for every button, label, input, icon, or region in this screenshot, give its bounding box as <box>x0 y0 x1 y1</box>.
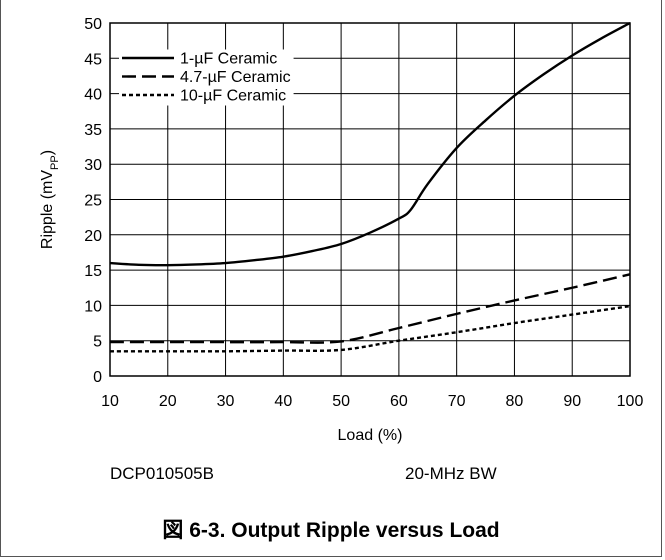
x-tick-label: 20 <box>159 393 177 410</box>
legend-label-2: 4.7-µF Ceramic <box>180 69 291 86</box>
device-note: DCP010505B <box>110 464 214 483</box>
y-tick-label: 40 <box>84 87 102 104</box>
x-axis-label: Load (%) <box>338 427 403 444</box>
y-axis-label: Ripple (mVPP) <box>39 150 61 249</box>
x-tick-label: 100 <box>617 393 644 410</box>
legend-label-1: 1-µF Ceramic <box>180 51 277 68</box>
y-tick-label: 45 <box>84 51 102 68</box>
x-tick-label: 70 <box>448 393 466 410</box>
y-tick-label: 10 <box>84 298 102 315</box>
x-tick-label: 30 <box>217 393 235 410</box>
series-line-1 <box>109 21 631 267</box>
x-tick-label: 80 <box>506 393 524 410</box>
y-tick-labels: 0 5 10 15 20 25 30 35 40 45 50 <box>84 16 102 386</box>
x-tick-labels: 10 20 30 40 50 60 70 80 90 100 <box>101 393 643 410</box>
y-tick-label: 0 <box>93 369 102 386</box>
y-axis-label-subscript: PP <box>49 155 61 170</box>
y-tick-label: 30 <box>84 157 102 174</box>
series-line-3 <box>109 304 631 353</box>
bandwidth-note: 20-MHz BW <box>405 464 497 483</box>
y-axis-label-main: Ripple (mV <box>39 170 56 249</box>
y-tick-label: 5 <box>93 334 102 351</box>
legend-label-3: 10-µF Ceramic <box>180 88 286 105</box>
y-axis-label-close: ) <box>39 150 56 155</box>
y-tick-label: 20 <box>84 228 102 245</box>
y-tick-label: 35 <box>84 122 102 139</box>
x-tick-label: 90 <box>563 393 581 410</box>
y-tick-label: 50 <box>84 16 102 33</box>
chart-series <box>109 21 631 353</box>
x-tick-label: 50 <box>332 393 350 410</box>
x-tick-label: 40 <box>274 393 292 410</box>
y-tick-label: 15 <box>84 263 102 280</box>
y-tick-label: 25 <box>84 193 102 210</box>
x-tick-label: 60 <box>390 393 408 410</box>
figure-caption: 図 6-3. Output Ripple versus Load <box>162 519 500 542</box>
series-line-2 <box>109 273 631 344</box>
x-tick-label: 10 <box>101 393 119 410</box>
plot-border <box>109 22 631 377</box>
